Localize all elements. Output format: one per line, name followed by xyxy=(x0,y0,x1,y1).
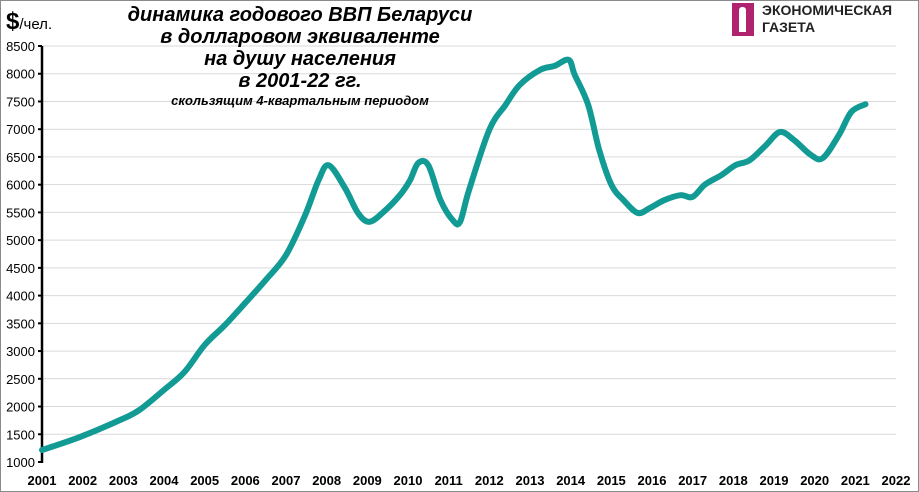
y-tick-label: 3000 xyxy=(6,344,35,359)
x-tick-label: 2013 xyxy=(516,473,545,488)
title-line: на душу населения xyxy=(204,48,396,70)
y-tick-label: 3500 xyxy=(6,316,35,331)
x-tick-label: 2017 xyxy=(678,473,707,488)
y-tick-label: 5000 xyxy=(6,233,35,248)
logo: ЭКОНОМИЧЕСКАЯ ГАЗЕТА xyxy=(732,2,892,36)
y-tick-label: 1500 xyxy=(6,427,35,442)
y-tick-label: 7500 xyxy=(6,94,35,109)
x-tick-label: 2019 xyxy=(760,473,789,488)
x-tick-label: 2015 xyxy=(597,473,626,488)
x-tick-label: 2014 xyxy=(556,473,586,488)
x-tick-label: 2007 xyxy=(272,473,301,488)
y-tick-label: 5500 xyxy=(6,205,35,220)
x-tick-label: 2020 xyxy=(800,473,829,488)
y-tick-label: 6000 xyxy=(6,178,35,193)
y-tick-label: 7000 xyxy=(6,122,35,137)
x-tick-label: 2018 xyxy=(719,473,748,488)
y-tick-label: 2000 xyxy=(6,400,35,415)
y-tick-label: 2500 xyxy=(6,372,35,387)
x-tick-label: 2006 xyxy=(231,473,260,488)
title-line: в 2001-22 гг. xyxy=(238,70,362,92)
y-tick-label: 1000 xyxy=(6,455,35,470)
chart-title: динамика годового ВВП Беларуси в долларо… xyxy=(110,4,490,110)
x-tick-label: 2012 xyxy=(475,473,504,488)
y-tick-label: 6500 xyxy=(6,150,35,165)
x-tick-label: 2010 xyxy=(394,473,423,488)
chart-subtitle: скользящим 4-квартальным периодом xyxy=(171,93,429,108)
unit-text: /чел. xyxy=(19,16,53,33)
x-tick-label: 2005 xyxy=(190,473,219,488)
x-tick-label: 2008 xyxy=(312,473,341,488)
series-line xyxy=(39,56,869,454)
title-line: динамика годового ВВП Беларуси xyxy=(127,4,473,26)
logo-line1: ЭКОНОМИЧЕСКАЯ xyxy=(762,2,893,18)
unit-symbol: $ xyxy=(6,8,20,35)
title-line: в долларовом эквиваленте xyxy=(160,26,440,48)
x-tick-label: 2011 xyxy=(435,473,463,488)
x-tick-label: 2001 xyxy=(28,473,57,488)
x-tick-label: 2021 xyxy=(841,473,870,488)
logo-line2: ГАЗЕТА xyxy=(762,19,816,35)
x-tick-label: 2009 xyxy=(353,473,382,488)
x-tick-label: 2022 xyxy=(882,473,911,488)
y-tick-label: 8500 xyxy=(6,39,35,54)
x-tick-label: 2002 xyxy=(68,473,97,488)
y-tick-label: 8000 xyxy=(6,67,35,82)
x-tick-label: 2003 xyxy=(109,473,138,488)
y-tick-label: 4500 xyxy=(6,261,35,276)
x-tick-label: 2016 xyxy=(638,473,667,488)
logo-icon xyxy=(732,2,754,36)
y-tick-label: 4000 xyxy=(6,289,35,304)
unit-label: $/чел. xyxy=(6,8,52,36)
x-tick-label: 2004 xyxy=(150,473,180,488)
